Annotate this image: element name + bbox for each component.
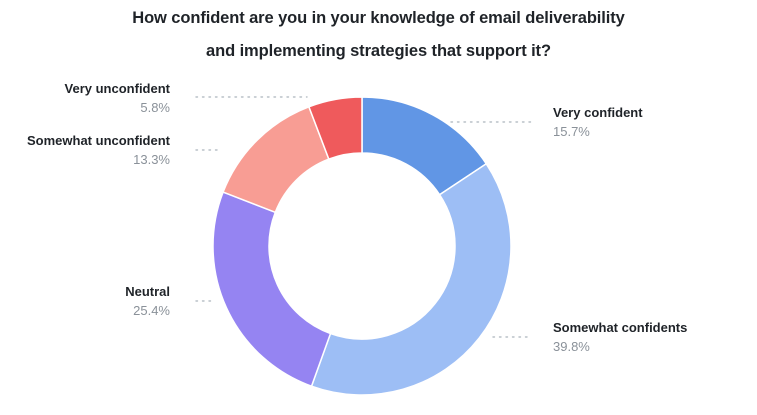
label-percent: 13.3% [133,152,170,167]
label-name: Somewhat unconfident [27,133,170,148]
label-somewhat-confidents: Somewhat confidents 39.8% [553,321,687,353]
label-name: Neutral [125,284,170,299]
chart-title-line-1: How confident are you in your knowledge … [132,9,625,27]
chart-title-line-2: and implementing strategies that support… [206,42,551,60]
label-percent: 5.8% [140,100,170,115]
donut-slices [212,96,512,396]
slice-somewhat-confidents [310,162,512,396]
label-percent: 25.4% [133,303,170,318]
label-name: Very confident [553,105,643,120]
slice-neutral [212,191,332,388]
label-percent: 15.7% [553,124,590,139]
slice-very-unconfident [307,96,363,161]
label-somewhat-unconfident: Somewhat unconfident 13.3% [27,134,170,166]
label-percent: 39.8% [553,339,590,354]
label-name: Very unconfident [64,81,170,96]
label-very-confident: Very confident 15.7% [553,106,643,138]
label-neutral: Neutral 25.4% [125,285,170,317]
label-name: Somewhat confidents [553,320,688,335]
leader-lines [195,96,533,338]
slice-somewhat-unconfident [222,105,330,214]
label-very-unconfident: Very unconfident 5.8% [65,82,170,114]
